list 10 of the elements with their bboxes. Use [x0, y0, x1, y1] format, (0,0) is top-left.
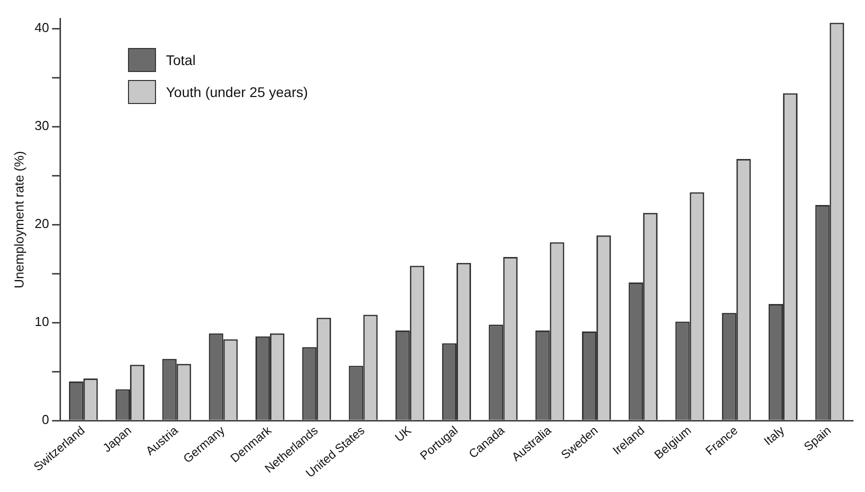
x-tick-label: Italy [761, 423, 788, 448]
y-tick-label: 10 [34, 314, 50, 330]
legend-label: Total [166, 52, 196, 68]
y-tick-label: 30 [34, 118, 50, 134]
y-tick-label: 20 [34, 216, 50, 232]
legend-label: Youth (under 25 years) [166, 84, 308, 100]
x-tick-label: UK [392, 423, 414, 445]
y-tick-label: 0 [42, 412, 50, 428]
y-tick-label: 40 [34, 20, 50, 36]
y-axis-title: Unemployment rate (%) [11, 151, 26, 288]
